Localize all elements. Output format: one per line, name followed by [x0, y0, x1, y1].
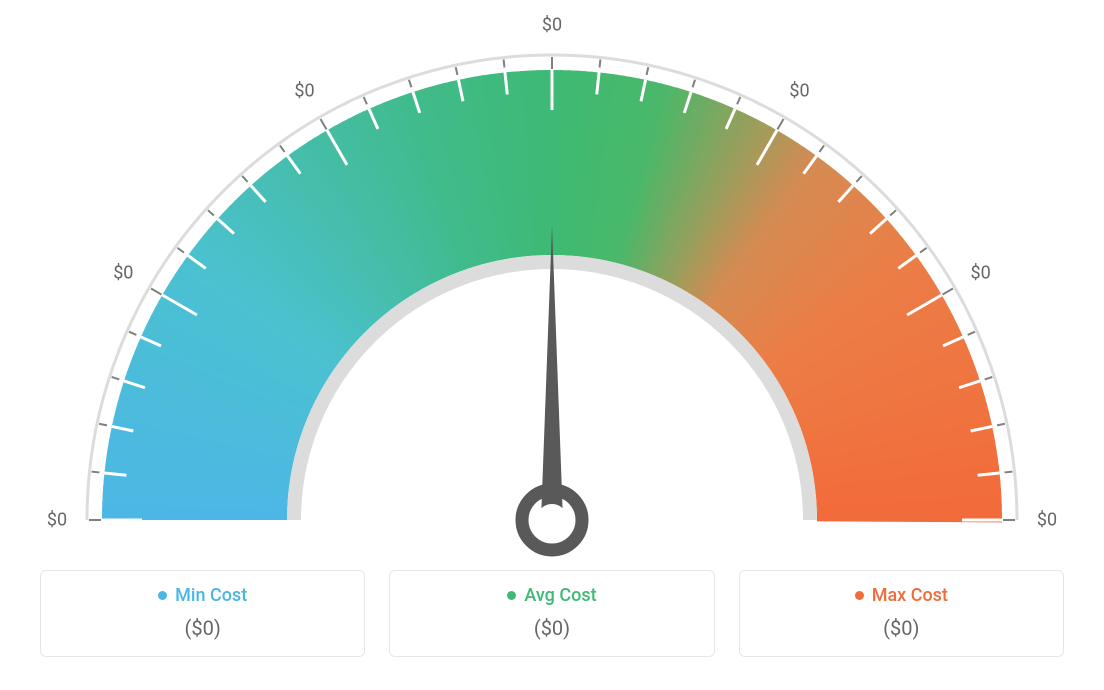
gauge-tick-label: $0	[542, 15, 562, 36]
legend-row: Min Cost ($0) Avg Cost ($0) Max Cost ($0…	[0, 570, 1104, 657]
legend-value-max: ($0)	[740, 616, 1063, 640]
gauge-tick-label: $0	[789, 81, 809, 102]
legend-value-avg: ($0)	[390, 616, 713, 640]
gauge-tick-label: $0	[971, 262, 991, 283]
legend-label-avg: Avg Cost	[524, 585, 596, 606]
gauge-tick-label: $0	[294, 81, 314, 102]
legend-title-avg: Avg Cost	[507, 585, 596, 606]
legend-value-min: ($0)	[41, 616, 364, 640]
legend-card-min: Min Cost ($0)	[40, 570, 365, 657]
legend-title-min: Min Cost	[158, 585, 247, 606]
legend-title-max: Max Cost	[855, 585, 948, 606]
legend-dot-max	[855, 591, 864, 600]
legend-card-max: Max Cost ($0)	[739, 570, 1064, 657]
legend-dot-min	[158, 591, 167, 600]
legend-label-max: Max Cost	[872, 585, 948, 606]
legend-dot-avg	[507, 591, 516, 600]
gauge-tick-label: $0	[1037, 510, 1057, 531]
gauge-tick-label: $0	[47, 510, 67, 531]
gauge-tick-label: $0	[113, 262, 133, 283]
gauge-area: $0 $0 $0 $0 $0 $0 $0	[0, 0, 1104, 560]
legend-label-min: Min Cost	[175, 585, 247, 606]
cost-gauge-chart: $0 $0 $0 $0 $0 $0 $0 Min Cost ($0) Avg Cost ($…	[0, 0, 1104, 690]
legend-card-avg: Avg Cost ($0)	[389, 570, 714, 657]
gauge-svg	[0, 0, 1104, 560]
